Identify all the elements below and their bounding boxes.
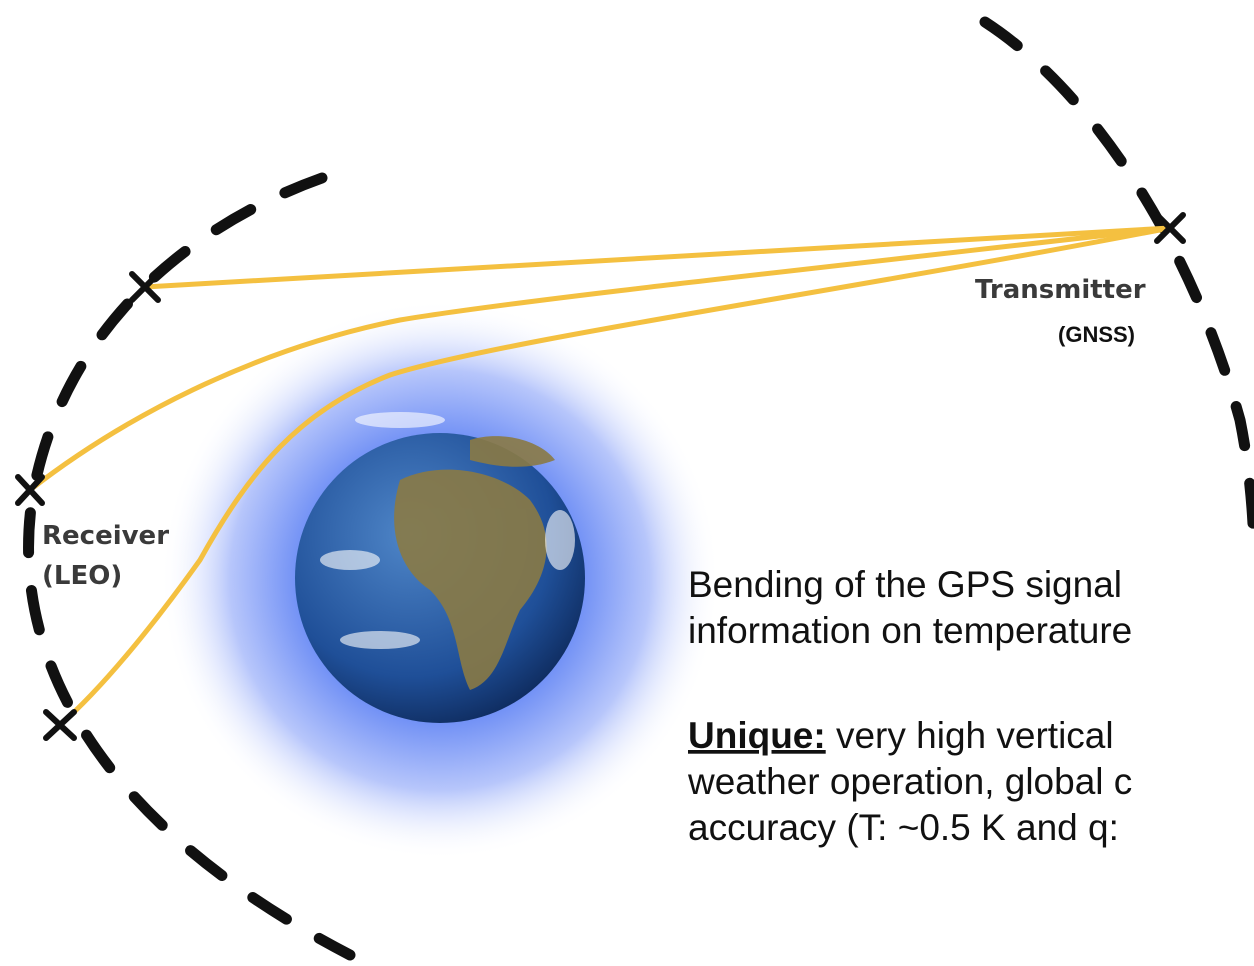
- signal-path: [28, 225, 1171, 492]
- signal-path: [58, 225, 1171, 727]
- body-text: information on temperature: [688, 610, 1132, 651]
- receiver-orbit: [23, 172, 356, 961]
- receiver-marker: [15, 474, 45, 506]
- signal-path: [144, 225, 1171, 290]
- receiver-label: Receiver: [42, 521, 169, 551]
- receiver-type: (LEO): [42, 561, 122, 591]
- body-text: weather operation, global c: [687, 761, 1132, 802]
- receiver-marker: [43, 709, 77, 741]
- body-text: Unique: very high vertical: [688, 715, 1114, 756]
- markers: [15, 212, 1186, 741]
- body-text: accuracy (T: ~0.5 K and q:: [688, 807, 1119, 848]
- body-text-part: very high vertical: [826, 715, 1114, 756]
- body-text: Bending of the GPS signal: [688, 564, 1122, 605]
- transmitter-orbit: [979, 16, 1254, 566]
- clouds: [320, 412, 575, 649]
- transmitter-type: (GNSS): [1058, 322, 1135, 347]
- continents: [394, 436, 555, 690]
- receiver-marker: [129, 271, 161, 303]
- orbits: [23, 16, 1254, 961]
- transmitter-label: Transmitter: [975, 275, 1146, 305]
- transmitter-marker: [1154, 212, 1186, 244]
- signal-paths: [28, 225, 1171, 727]
- unique-label: Unique:: [688, 715, 826, 756]
